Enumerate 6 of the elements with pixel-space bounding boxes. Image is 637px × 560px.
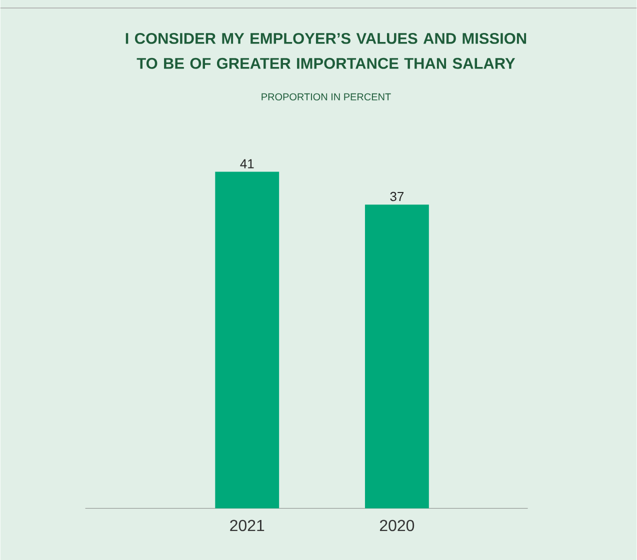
chart-subtitle: PROPORTION IN PERCENT bbox=[262, 93, 391, 100]
x-tick-label: 2021 bbox=[230, 520, 264, 532]
x-tick-label: 2020 bbox=[380, 520, 414, 532]
chart-title: I CONSIDER MY EMPLOYER’S VALUES AND MISSION TO BE OF GREATER IMPORTANCE THAN SALARY bbox=[126, 32, 526, 69]
data-label: 37 bbox=[390, 192, 404, 201]
data-label: 41 bbox=[240, 159, 254, 168]
